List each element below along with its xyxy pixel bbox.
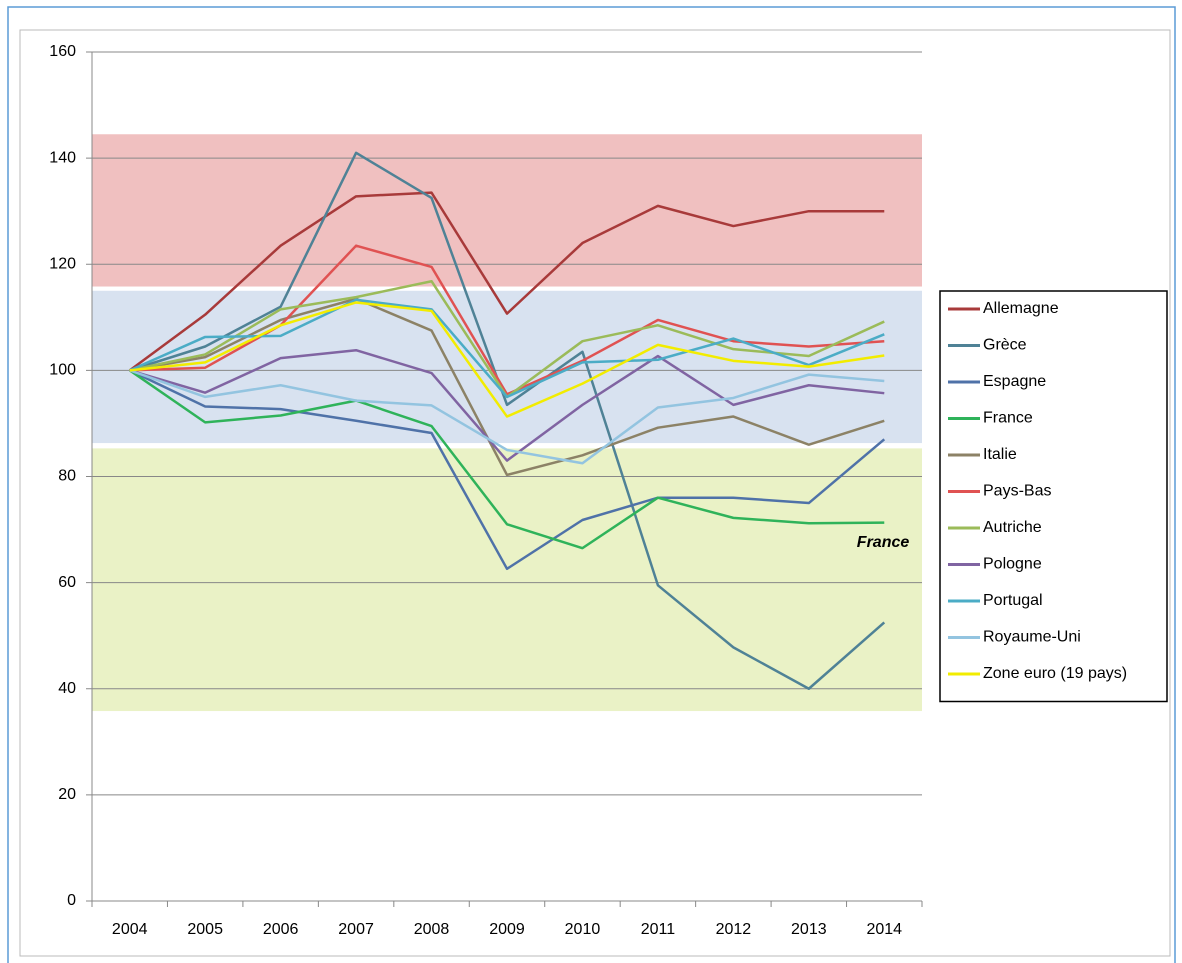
series-line	[129, 297, 885, 477]
series-line	[129, 369, 885, 550]
y-tick-label: 60	[58, 574, 76, 591]
series-line	[129, 369, 885, 465]
legend-label: Pays-Bas	[983, 483, 1051, 500]
legend-label: Espagne	[983, 373, 1046, 390]
series-line	[129, 301, 885, 418]
x-tick-label: 2009	[489, 921, 525, 938]
x-tick-label: 2005	[187, 921, 223, 938]
y-tick-label: 120	[49, 255, 76, 272]
legend-label: Royaume-Uni	[983, 629, 1081, 646]
y-tick-label: 160	[49, 43, 76, 60]
band	[92, 448, 922, 712]
legend-label: Grèce	[983, 337, 1027, 354]
legend-label: Italie	[983, 446, 1017, 463]
frame	[7, 6, 1176, 963]
x-tick-label: 2010	[565, 921, 601, 938]
annotation: France	[857, 534, 910, 551]
y-tick-label: 40	[58, 680, 76, 697]
y-tick-label: 20	[58, 786, 76, 803]
chart-border	[19, 29, 1171, 957]
y-tick-label: 80	[58, 468, 76, 485]
band	[92, 134, 922, 287]
y-tick-label: 140	[49, 149, 76, 166]
x-tick-label: 2006	[263, 921, 299, 938]
x-tick-label: 2011	[641, 921, 676, 938]
x-tick-label: 2007	[338, 921, 374, 938]
x-tick-label: 2014	[866, 921, 902, 938]
legend-label: Pologne	[983, 556, 1042, 573]
series-line	[129, 151, 886, 690]
legend-label: France	[983, 410, 1033, 427]
legend-label: Zone euro (19 pays)	[983, 665, 1127, 682]
legend-box	[939, 290, 1168, 703]
legend-label: Portugal	[983, 592, 1043, 609]
y-tick-label: 100	[49, 362, 76, 379]
series-line	[129, 348, 885, 462]
y-tick-label: 0	[67, 892, 76, 909]
series-line	[129, 244, 885, 396]
legend-label: Autriche	[983, 519, 1042, 536]
series-line	[129, 298, 885, 399]
series-line	[129, 369, 886, 571]
legend-label: Allemagne	[983, 300, 1059, 317]
x-tick-label: 2008	[414, 921, 450, 938]
x-tick-label: 2012	[716, 921, 752, 938]
series-line	[128, 191, 885, 372]
x-tick-label: 2004	[112, 921, 148, 938]
x-tick-label: 2013	[791, 921, 827, 938]
